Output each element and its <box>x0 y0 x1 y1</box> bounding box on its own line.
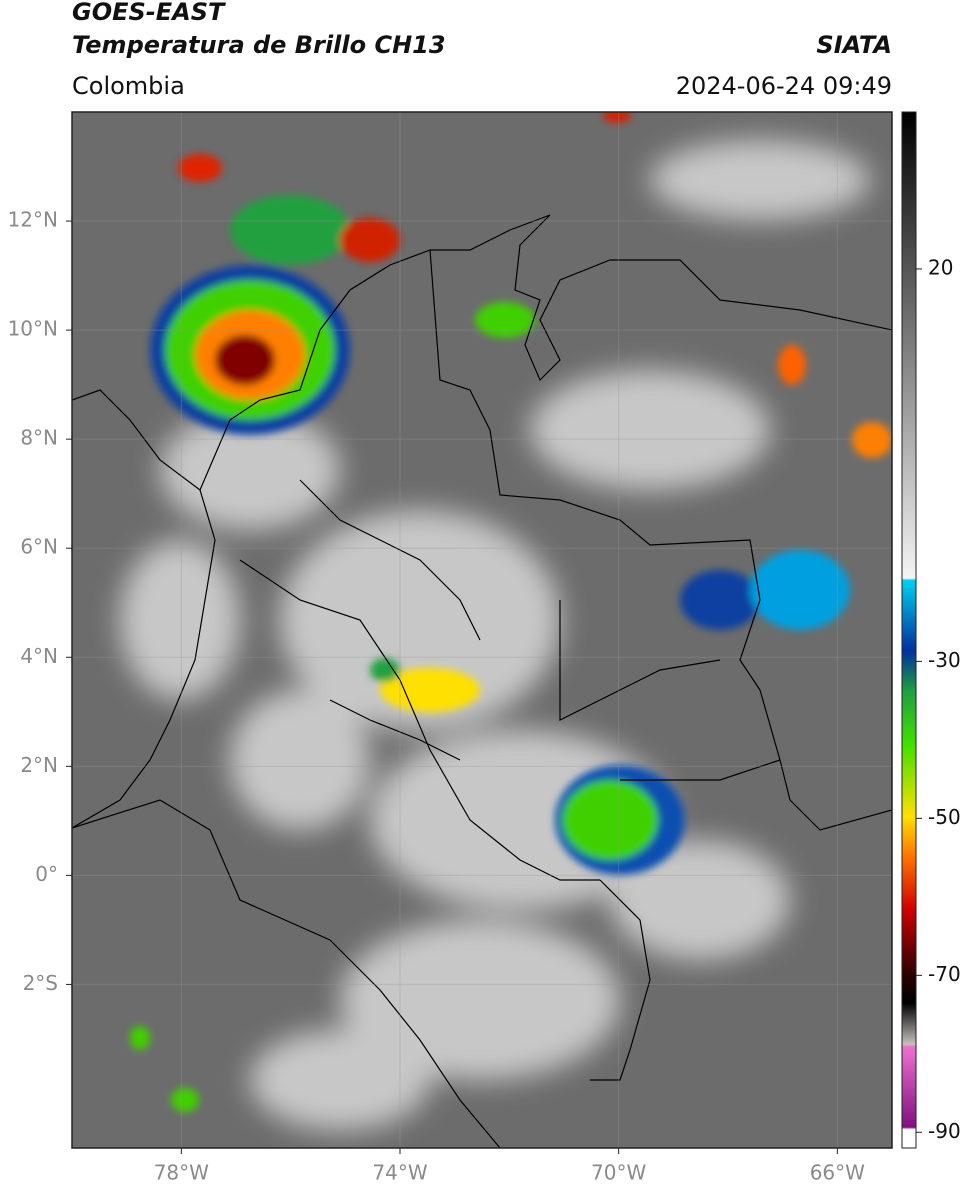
title: GOES-EAST <box>72 0 226 26</box>
x-tick-label: 78°W <box>154 1161 209 1185</box>
y-tick-label: 12°N <box>8 208 58 232</box>
source: SIATA <box>816 31 892 59</box>
colorbar-tick-label: -70 <box>928 962 961 986</box>
colorbar <box>901 111 917 1149</box>
y-tick-label: 10°N <box>8 317 58 341</box>
y-tick-label: 4°N <box>20 644 58 668</box>
colorbar-tick-label: -50 <box>928 805 961 829</box>
colorbar-tick-label: -90 <box>928 1119 961 1143</box>
y-tick-label: 6°N <box>20 535 58 559</box>
map-frame <box>71 111 893 1149</box>
datetime: 2024-06-24 09:49 <box>676 72 892 100</box>
y-tick-label: 2°S <box>23 971 58 995</box>
y-tick-label: 0° <box>35 862 58 886</box>
x-tick-label: 74°W <box>372 1161 427 1185</box>
colorbar-tick-label: -30 <box>928 648 961 672</box>
colorbar-tick-label: 20 <box>928 255 953 279</box>
subtitle: Temperatura de Brillo CH13 <box>72 31 446 59</box>
y-tick-label: 8°N <box>20 426 58 450</box>
x-tick-label: 66°W <box>810 1161 865 1185</box>
x-tick-label: 70°W <box>591 1161 646 1185</box>
satellite-image <box>72 112 892 1148</box>
region: Colombia <box>72 72 185 100</box>
grid-lines <box>72 112 892 1148</box>
y-tick-label: 2°N <box>20 753 58 777</box>
